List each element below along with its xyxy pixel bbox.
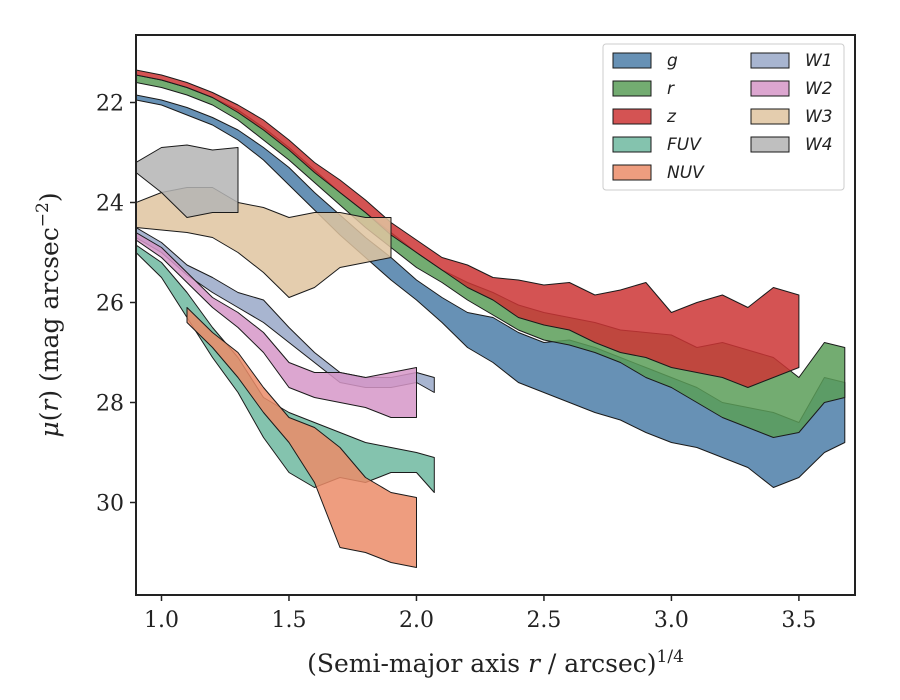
x-tick-label: 2.5 (526, 608, 561, 633)
legend-swatch (612, 80, 652, 97)
plot-frame (135, 34, 856, 596)
legend-item-fuv: FUV (612, 135, 702, 155)
area-w2 (136, 232, 417, 418)
area-w4 (136, 144, 239, 218)
legend-item-r: r (612, 79, 675, 99)
axes-layer: 1.0 1.5 2.0 2.5 3.0 3.5 22 24 26 28 30 (96, 34, 856, 633)
legend-item-nuv: NUV (612, 163, 705, 183)
legend-item-w2: W2 (750, 79, 833, 99)
legend-swatch (612, 52, 652, 69)
legend-swatch (612, 164, 652, 181)
legend-label: FUV (667, 135, 702, 155)
legend-label: W2 (805, 79, 833, 99)
legend-swatch (750, 80, 790, 97)
legend: grz FUV NUV W1 W2 W3 W4 (602, 43, 845, 191)
legend-item-g: g (612, 51, 678, 71)
legend-swatch (750, 52, 790, 69)
legend-item-w1: W1 (750, 51, 833, 71)
legend-item-z: z (612, 107, 677, 127)
legend-label: z (666, 107, 677, 127)
legend-swatch (750, 108, 790, 125)
legend-label: g (667, 51, 678, 71)
x-tick-label: 2.0 (399, 608, 434, 633)
x-tick-label: 1.0 (144, 608, 179, 633)
y-axis-label: μ(r) (mag arcsec−2) (33, 192, 64, 437)
y-tick-label: 26 (96, 292, 124, 317)
legend-label: r (667, 79, 675, 99)
x-tick-label: 3.5 (781, 608, 816, 633)
legend-label: W1 (805, 51, 833, 71)
x-axis-label: (Semi-major axis r / arcsec)1/4 (307, 647, 684, 678)
legend-label: W4 (805, 135, 833, 155)
area-z (136, 69, 800, 388)
area-nuv (186, 307, 417, 568)
legend-swatch (612, 136, 652, 153)
y-tick-label: 24 (96, 192, 124, 217)
legend-item-w3: W3 (750, 107, 833, 127)
y-tick-label: 30 (96, 492, 124, 517)
legend-swatch (750, 136, 790, 153)
legend-label: W3 (805, 107, 833, 127)
areas-layer (136, 69, 846, 568)
legend-item-w4: W4 (750, 135, 833, 155)
legend-label: NUV (667, 163, 705, 183)
x-tick-label: 3.0 (654, 608, 689, 633)
y-tick-label: 28 (96, 392, 124, 417)
legend-swatch (612, 108, 652, 125)
y-tick-label: 22 (96, 92, 124, 117)
x-tick-label: 1.5 (271, 608, 306, 633)
